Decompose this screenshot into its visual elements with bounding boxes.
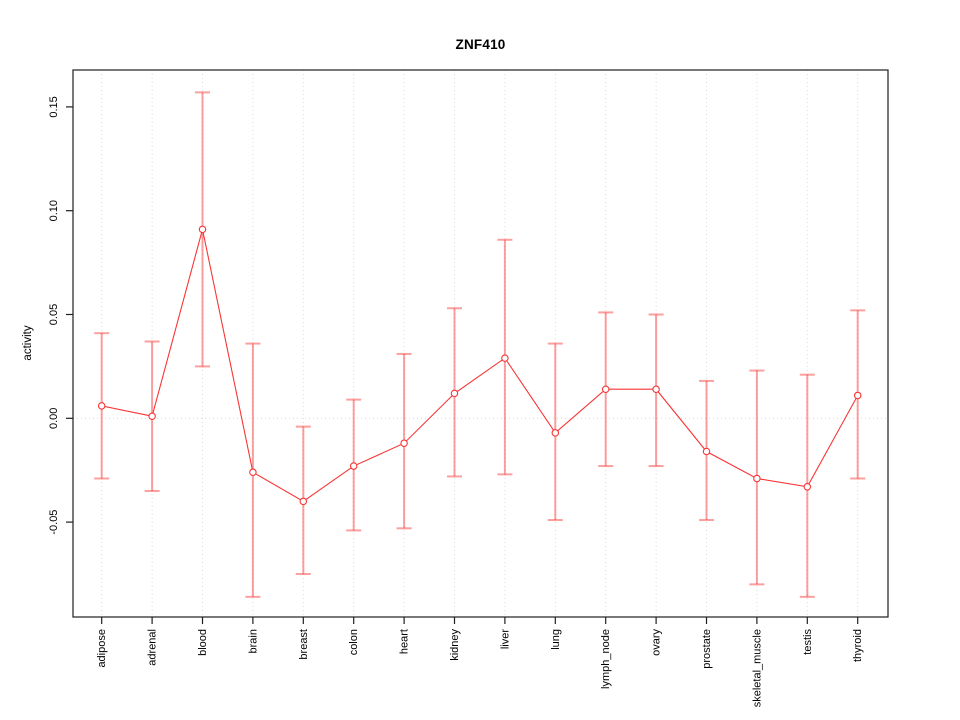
data-point (601, 385, 610, 393)
data-point (551, 429, 560, 437)
chart-title: ZNF410 (455, 37, 506, 52)
y-tick-label: 0.15 (48, 96, 60, 117)
x-tick-label: skeletal_muscle (751, 629, 763, 707)
x-tick-label: breast (298, 629, 310, 660)
data-point (702, 447, 711, 456)
data-point (249, 468, 257, 477)
x-tick-label: thyroid (852, 629, 864, 662)
x-tick-label: testis (802, 629, 814, 655)
x-tick-label: heart (399, 629, 411, 654)
error-bars (94, 91, 866, 598)
data-point (400, 439, 408, 447)
x-tick-label: liver (499, 629, 511, 650)
data-point (148, 412, 156, 420)
data-point (501, 354, 509, 362)
x-tick-label: lymph_node (600, 629, 612, 689)
data-points (97, 225, 862, 506)
data-point (97, 402, 106, 410)
data-point (299, 497, 308, 506)
x-tick-label: prostate (701, 629, 713, 669)
data-point (198, 225, 207, 234)
y-tick-label: -0.05 (48, 510, 60, 535)
y-tick-label: 0.05 (48, 304, 60, 325)
series-line (101, 229, 859, 502)
data-point (450, 389, 459, 398)
y-axis: -0.05 0.00 0.05 0.10 0.15 (48, 96, 73, 535)
data-point (853, 391, 862, 400)
x-tick-label: blood (197, 629, 209, 656)
data-point (803, 483, 812, 491)
data-point (349, 462, 358, 470)
x-tick-label: colon (348, 629, 360, 655)
data-point (753, 474, 761, 483)
plot-border (72, 69, 889, 618)
x-axis: adipose adrenal blood brain breast colon heart… (96, 617, 864, 707)
x-tick-label: brain (247, 629, 259, 653)
x-tick-label: lung (550, 629, 562, 650)
y-tick-label: 0.10 (48, 200, 60, 221)
gridlines (73, 70, 888, 617)
x-tick-label: adipose (96, 629, 108, 668)
x-tick-label: adrenal (147, 629, 159, 666)
y-tick-label: 0.00 (48, 408, 60, 429)
x-tick-label: ovary (651, 629, 663, 656)
x-tick-label: kidney (449, 629, 461, 661)
data-point (652, 385, 660, 393)
